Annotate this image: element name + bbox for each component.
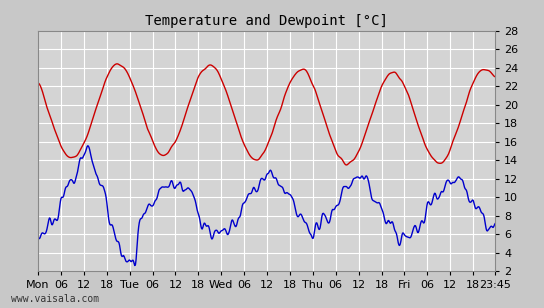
Text: www.vaisala.com: www.vaisala.com <box>11 294 99 304</box>
Title: Temperature and Dewpoint [°C]: Temperature and Dewpoint [°C] <box>145 14 388 28</box>
